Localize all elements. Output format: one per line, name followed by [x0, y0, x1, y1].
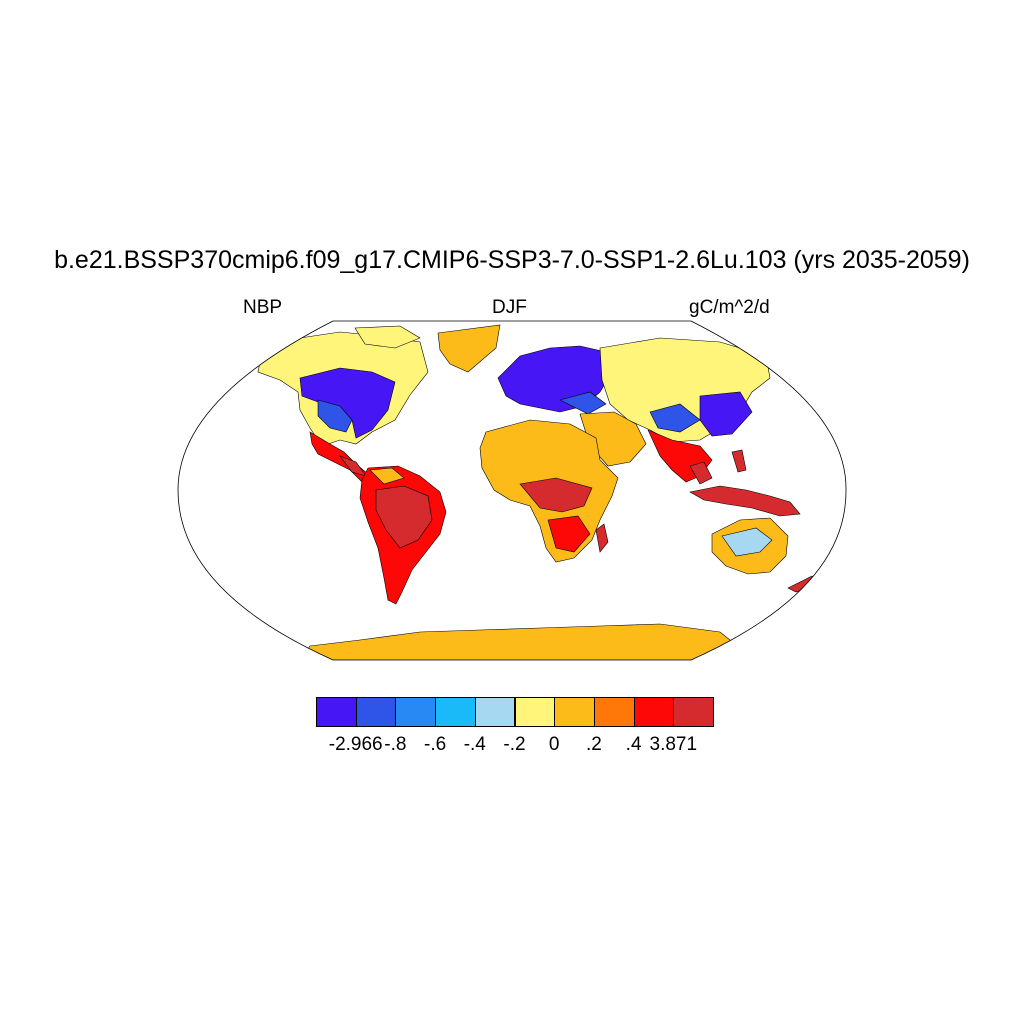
- land-region: [299, 623, 741, 660]
- land-region: [559, 391, 607, 415]
- colorbar-swatch: [514, 697, 556, 727]
- land-region: [547, 515, 591, 553]
- colorbar-label: -2.966: [328, 734, 383, 755]
- colorbar-swatch: [435, 697, 476, 727]
- land-region: [299, 367, 396, 439]
- colorbar-swatch: [593, 697, 635, 727]
- colorbar-label: -.4: [463, 734, 486, 755]
- land-region: [731, 449, 747, 473]
- colorbar-swatch: [673, 697, 714, 727]
- land-region: [437, 324, 501, 373]
- land-region: [375, 485, 433, 549]
- colorbar-swatch: [395, 697, 437, 727]
- colorbar-label: -.6: [424, 734, 447, 755]
- colorbar-swatch: [633, 697, 675, 727]
- land-region: [721, 527, 773, 557]
- land-fill-layer: [257, 324, 819, 660]
- colorbar-label: .4: [625, 734, 642, 755]
- land-region: [519, 477, 593, 513]
- colorbar-swatch: [554, 697, 595, 727]
- colorbar-swatch: [355, 697, 397, 727]
- colorbar-label: 0: [548, 734, 560, 755]
- units-label: gC/m^2/d: [689, 297, 770, 318]
- variable-label: NBP: [243, 297, 283, 318]
- plot-title: b.e21.BSSP370cmip6.f09_g17.CMIP6-SSP3-7.…: [54, 246, 970, 274]
- land-region: [369, 467, 405, 485]
- colorbar-swatch: [316, 697, 357, 727]
- land-region: [699, 391, 753, 437]
- colorbar-label: 3.871: [649, 734, 698, 755]
- land-region: [354, 325, 421, 349]
- colorbar-swatch: [474, 697, 516, 727]
- land-region: [649, 403, 701, 433]
- land-region: [689, 485, 801, 517]
- land-region: [317, 399, 353, 433]
- map-frame: [177, 320, 847, 661]
- colorbar-label: .2: [585, 734, 602, 755]
- colorbar-label: -.8: [384, 734, 407, 755]
- season-label: DJF: [492, 297, 527, 318]
- land-region: [689, 461, 713, 485]
- land-region: [595, 523, 609, 553]
- land-region: [787, 575, 819, 593]
- colorbar-label: -.2: [503, 734, 526, 755]
